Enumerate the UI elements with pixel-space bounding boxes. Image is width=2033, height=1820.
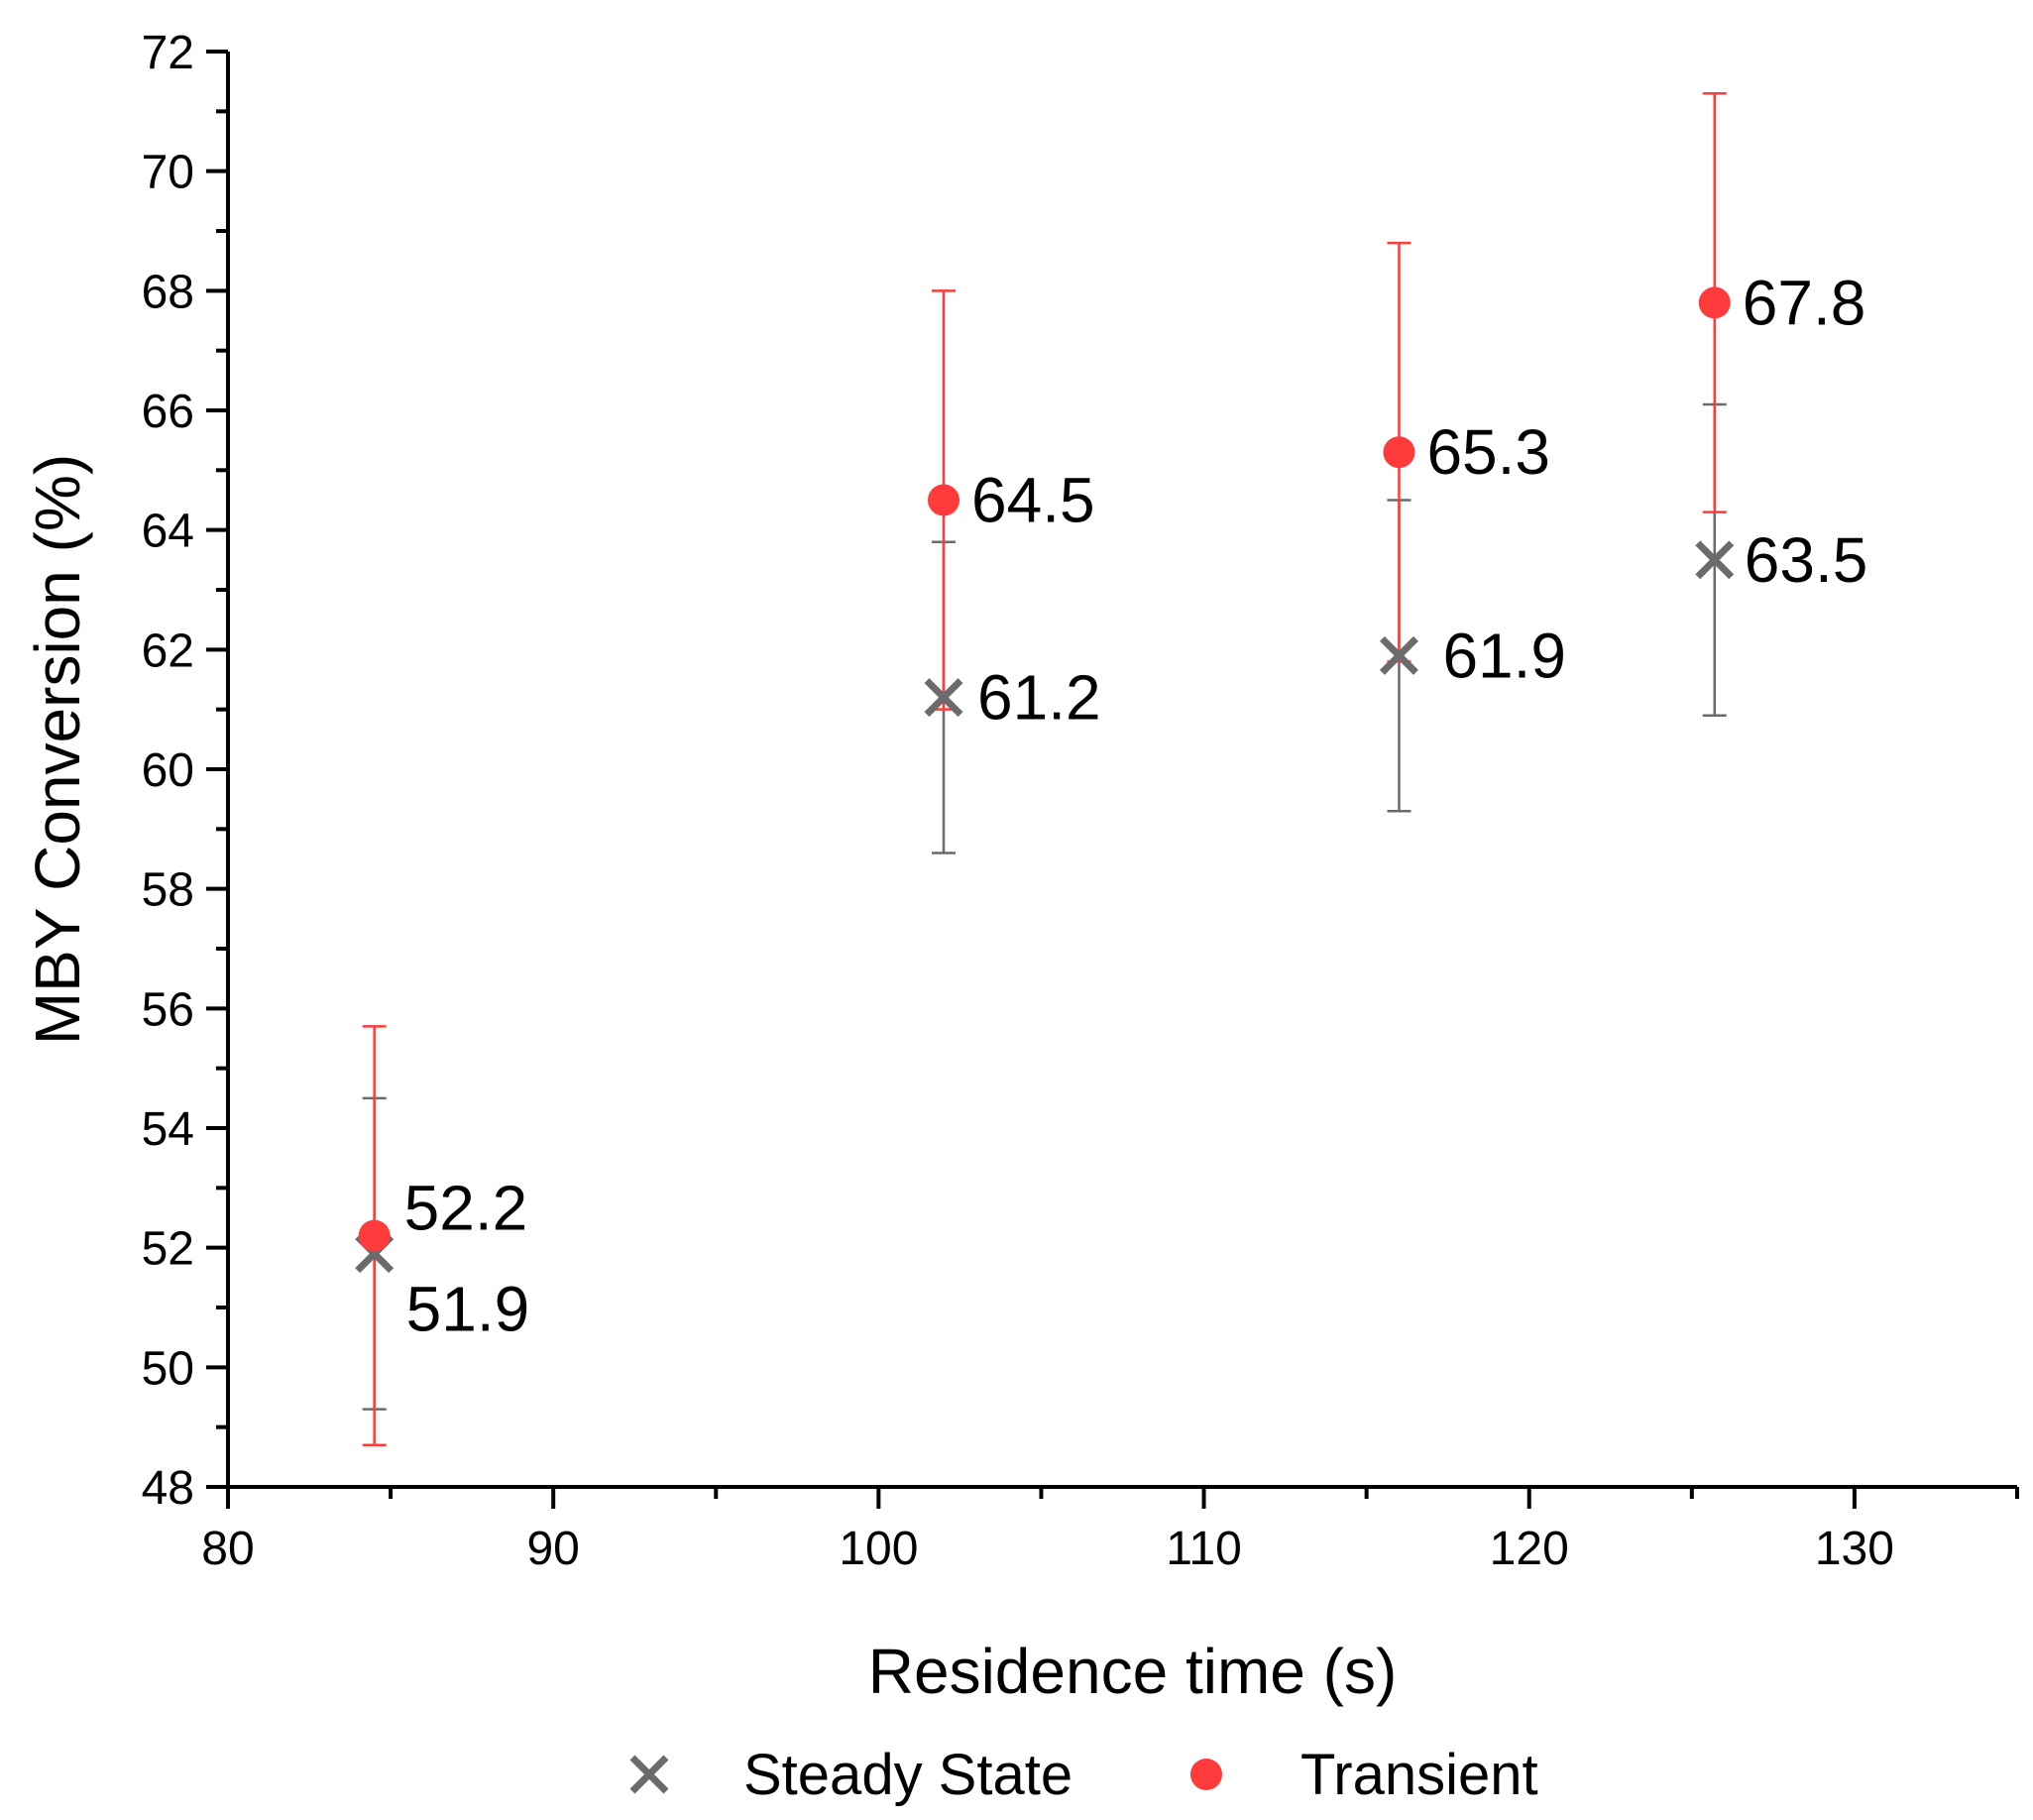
legend-transient-label: Transient [1300,1743,1538,1807]
transient-point [358,1219,391,1252]
legend: Steady State Transient [629,1743,1538,1807]
transient-label: 52.2 [404,1173,528,1244]
transient-label: 64.5 [971,465,1095,536]
x-marker-stroke [1379,635,1418,675]
steady-state-point [1695,540,1735,580]
series-layer [355,91,1735,1447]
x-axis-title: Residence time (s) [868,1636,1398,1707]
y-axis-title: MBY Conversion (%) [22,454,93,1045]
y-tick-label: 62 [142,625,194,677]
x-tick-label: 110 [1166,1523,1242,1575]
transient-label: 67.8 [1743,267,1866,338]
x-tick-label: 80 [201,1523,254,1575]
data-labels: 51.9 61.2 61.9 63.5 52.2 64.5 65.3 67.8 [404,267,1868,1344]
y-tick-label: 68 [142,266,194,318]
x-marker-stroke [924,678,963,718]
y-tick-label: 52 [142,1223,194,1276]
axes: 48 50 52 54 56 58 60 62 64 66 68 70 72 80 90 100 110 120 1… [142,27,2019,1575]
steady-state-point [924,678,963,718]
y-tick-label: 64 [142,506,194,558]
y-tick-label: 48 [142,1462,194,1515]
legend-steady-state-label: Steady State [743,1743,1073,1807]
y-tick-label: 58 [142,864,194,917]
x-marker-stroke [1695,540,1735,580]
x-tick-label: 100 [839,1523,918,1575]
y-tick-label: 50 [142,1342,194,1395]
transient-point [1383,436,1415,469]
y-tick-label: 54 [142,1103,194,1156]
y-tick-label: 60 [142,744,194,797]
steady-state-label: 61.2 [977,662,1101,734]
steady-state-label: 51.9 [406,1274,530,1345]
x-tick-label: 120 [1490,1523,1569,1575]
transient-point [928,484,960,516]
x-tick-label: 90 [526,1523,579,1575]
transient-point [1698,286,1731,319]
x-marker-stroke [629,1755,669,1794]
legend-transient-marker [1190,1759,1222,1790]
y-tick-label: 70 [142,147,194,199]
y-tick-label: 56 [142,983,194,1036]
steady-state-label: 63.5 [1745,524,1868,596]
x-tick-label: 130 [1815,1523,1894,1575]
steady-state-point [1379,635,1418,675]
y-tick-label: 66 [142,386,194,438]
legend-steady-state-marker [629,1755,669,1794]
y-tick-label: 72 [142,27,194,79]
transient-label: 65.3 [1426,416,1550,488]
steady-state-label: 61.9 [1442,620,1566,691]
